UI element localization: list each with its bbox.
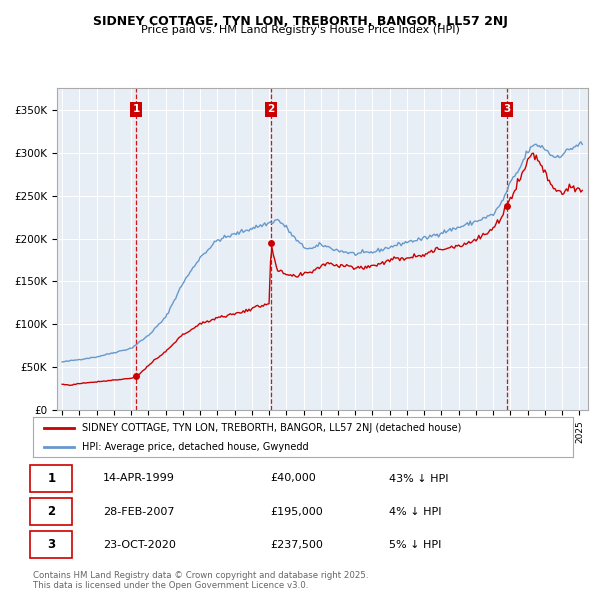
Text: 23-OCT-2020: 23-OCT-2020 [103,540,176,549]
Text: £40,000: £40,000 [271,474,316,483]
Text: Price paid vs. HM Land Registry's House Price Index (HPI): Price paid vs. HM Land Registry's House … [140,25,460,35]
FancyBboxPatch shape [30,532,73,558]
Text: 43% ↓ HPI: 43% ↓ HPI [389,474,449,483]
Text: 2: 2 [47,505,55,518]
FancyBboxPatch shape [30,466,73,491]
Text: SIDNEY COTTAGE, TYN LON, TREBORTH, BANGOR, LL57 2NJ (detached house): SIDNEY COTTAGE, TYN LON, TREBORTH, BANGO… [82,424,461,434]
Text: 14-APR-1999: 14-APR-1999 [103,474,175,483]
Text: Contains HM Land Registry data © Crown copyright and database right 2025.
This d: Contains HM Land Registry data © Crown c… [33,571,368,590]
Text: HPI: Average price, detached house, Gwynedd: HPI: Average price, detached house, Gwyn… [82,442,308,452]
Text: £237,500: £237,500 [271,540,323,549]
Text: 5% ↓ HPI: 5% ↓ HPI [389,540,442,549]
Text: 2: 2 [268,104,275,114]
Text: 28-FEB-2007: 28-FEB-2007 [103,507,175,516]
FancyBboxPatch shape [30,499,73,525]
Text: 1: 1 [47,472,55,485]
Text: 1: 1 [133,104,140,114]
Text: 4% ↓ HPI: 4% ↓ HPI [389,507,442,516]
Text: 3: 3 [47,538,55,551]
Text: 3: 3 [503,104,511,114]
Text: £195,000: £195,000 [271,507,323,516]
Text: SIDNEY COTTAGE, TYN LON, TREBORTH, BANGOR, LL57 2NJ: SIDNEY COTTAGE, TYN LON, TREBORTH, BANGO… [92,15,508,28]
